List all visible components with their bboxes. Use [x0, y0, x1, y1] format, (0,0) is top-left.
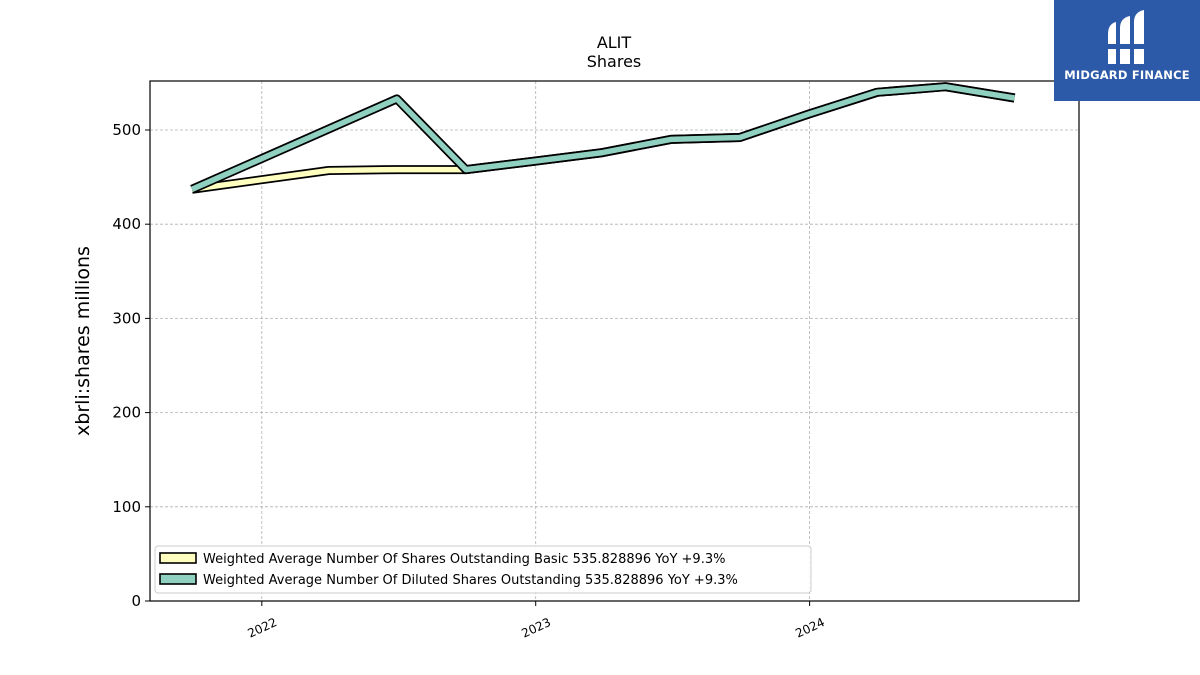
y-tick-label: 500 — [112, 121, 141, 139]
y-axis-label: xbrli:shares millions — [72, 246, 94, 436]
legend: Weighted Average Number Of Shares Outsta… — [154, 545, 812, 594]
plot-frame — [149, 80, 1080, 602]
chart-subtitle: Shares — [587, 52, 642, 71]
y-tick-label: 0 — [131, 592, 141, 610]
grid — [150, 81, 1079, 602]
y-tick-label: 200 — [112, 404, 141, 422]
legend-box — [154, 545, 812, 594]
logo-text: MIDGARD FINANCE — [1064, 68, 1190, 82]
y-tick-label: 100 — [112, 498, 141, 516]
y-tick-label: 400 — [112, 215, 141, 233]
series-line-diluted — [190, 83, 1015, 192]
logo-mark-icon — [1108, 10, 1144, 64]
x-tick-label: 2024 — [793, 615, 827, 641]
x-tick-label: 2023 — [519, 615, 553, 641]
legend-swatch-diluted — [159, 573, 197, 585]
legend-label-basic: Weighted Average Number Of Shares Outsta… — [203, 552, 725, 567]
x-tick-label: 2022 — [245, 615, 279, 641]
chart-title: ALIT — [597, 33, 632, 52]
legend-swatch-basic — [159, 552, 197, 564]
y-tick-label: 300 — [112, 309, 141, 327]
legend-label-diluted: Weighted Average Number Of Diluted Share… — [203, 573, 738, 588]
brand-logo: MIDGARD FINANCE — [1054, 0, 1200, 101]
series-lines — [190, 82, 1016, 194]
